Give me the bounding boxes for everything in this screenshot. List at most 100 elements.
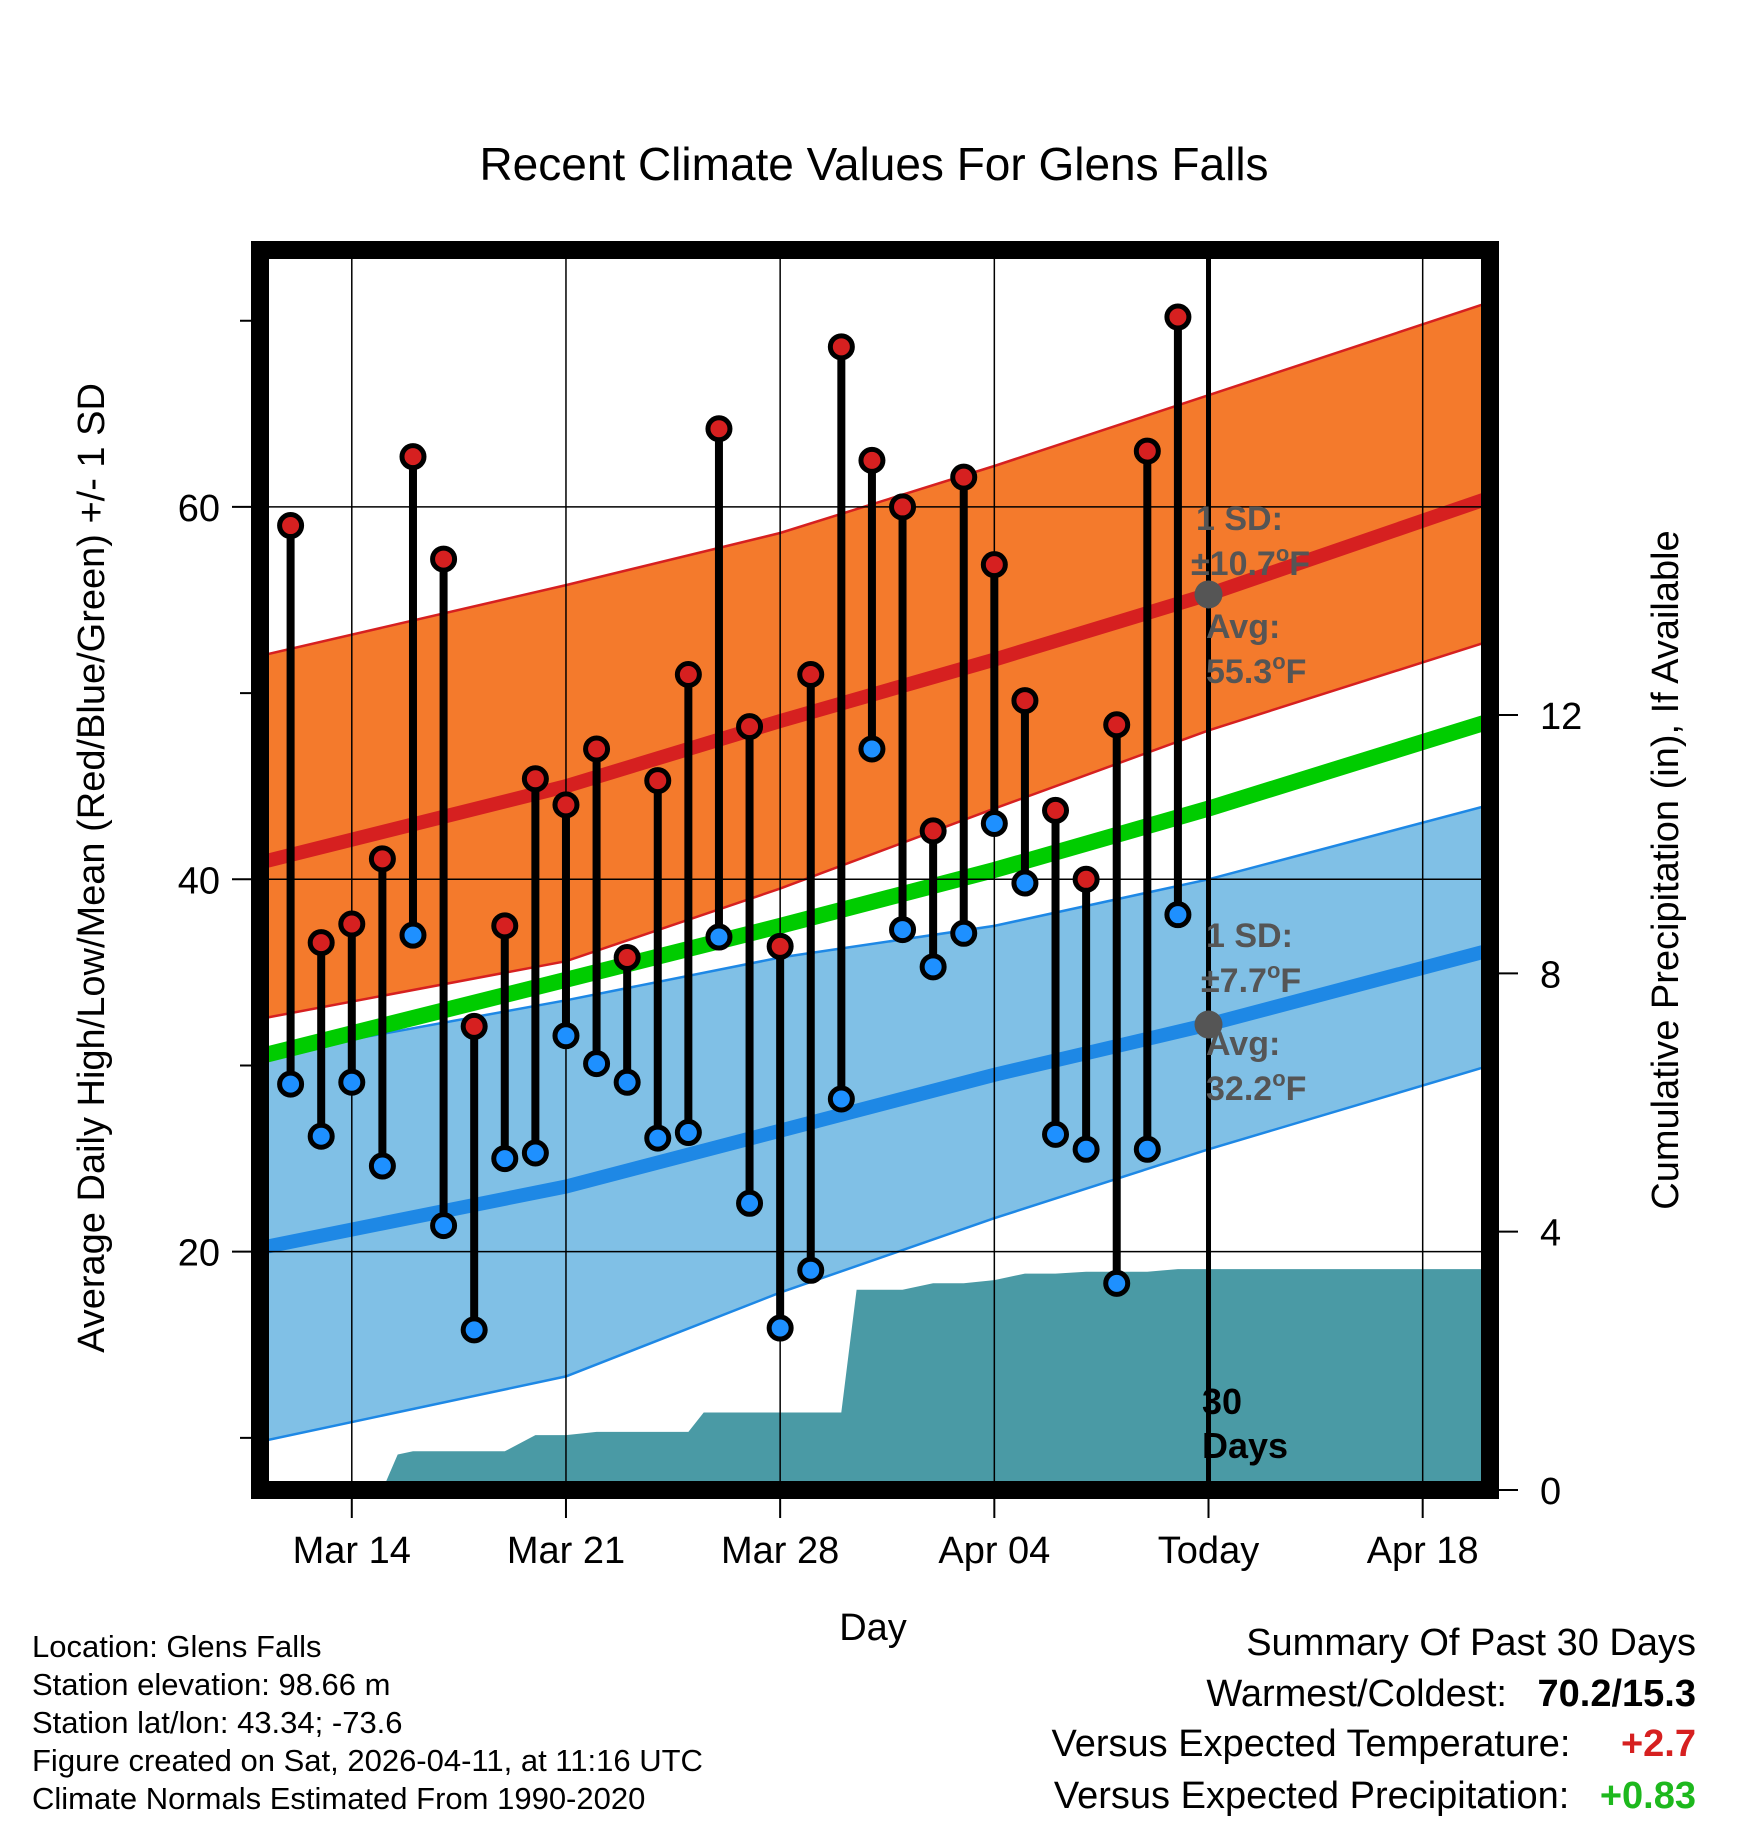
high-temp-point: [827, 333, 855, 361]
summary-heading: Summary Of Past 30 Days: [1246, 1622, 1696, 1664]
high-temp-point: [521, 765, 549, 793]
low-temp-point: [399, 921, 427, 949]
mean-normal-line: [260, 713, 1490, 1064]
y-right-tick-label: 8: [1540, 954, 1561, 996]
day-observation: [919, 817, 947, 981]
low-temp-point: [1011, 869, 1039, 897]
low-temp-point: [980, 809, 1008, 837]
day-observation: [950, 463, 978, 947]
low-temp-point: [797, 1256, 825, 1284]
low-band-upper-edge: [260, 803, 1490, 1058]
high-temp-point: [858, 446, 886, 474]
day-observation: [1072, 865, 1100, 1163]
day-observation: [277, 512, 305, 1098]
summary-warmest-coldest: Warmest/Coldest: 70.2/15.3: [1206, 1673, 1696, 1716]
plot-frame: [251, 241, 1499, 1499]
high-temp-point: [307, 929, 335, 957]
station-info: Location: Glens Falls Station elevation:…: [32, 1628, 703, 1818]
low-temp-point: [460, 1316, 488, 1344]
high-sd-label: 1 SD:: [1196, 500, 1283, 538]
day-observation: [399, 443, 427, 949]
day-observation: [1164, 303, 1192, 929]
high-temp-point: [277, 512, 305, 540]
x-tick-label: Mar 21: [507, 1530, 625, 1572]
high-temp-point: [552, 791, 580, 819]
high-band-lower-edge: [260, 639, 1490, 1021]
high-temp-point: [1164, 303, 1192, 331]
precip-area: [318, 1269, 1490, 1490]
low-normal-line: [260, 943, 1490, 1255]
temp-vs-expected-label: Versus Expected Temperature:: [1051, 1723, 1571, 1765]
low-temp-point: [1072, 1135, 1100, 1163]
low-temp-point: [766, 1314, 794, 1342]
day-observation: [430, 545, 458, 1240]
low-temp-point: [644, 1124, 672, 1152]
high-temp-point: [705, 415, 733, 443]
low-temp-point: [827, 1085, 855, 1113]
high-temp-point: [460, 1012, 488, 1040]
low-temp-point: [277, 1070, 305, 1098]
high-temp-point: [889, 493, 917, 521]
high-temp-point: [613, 944, 641, 972]
day-observation: [644, 767, 672, 1152]
high-avg-label: Avg:: [1206, 608, 1280, 646]
y-right-axis-title: Cumulative Precipitation (in), If Availa…: [1645, 530, 1687, 1209]
day-observation: [613, 944, 641, 1096]
warmest-coldest-label: Warmest/Coldest:: [1206, 1673, 1507, 1715]
x-tick-label: Apr 04: [938, 1530, 1050, 1572]
x-tick-label: Mar 14: [293, 1530, 411, 1572]
high-temp-point: [980, 551, 1008, 579]
day-observation: [1042, 796, 1070, 1148]
high-temp-point: [797, 661, 825, 689]
today-low-avg-marker: [1194, 1010, 1223, 1039]
high-temp-point: [1011, 687, 1039, 715]
day-observation: [858, 446, 886, 763]
summary-temperature: Versus Expected Temperature: +2.7: [1051, 1723, 1696, 1766]
low-temp-point: [583, 1050, 611, 1078]
low-temp-point: [338, 1068, 366, 1096]
y-left-axis-title: Average Daily High/Low/Mean (Red/Blue/Gr…: [71, 383, 113, 1353]
low-temp-point: [919, 953, 947, 981]
day-observation: [1103, 711, 1131, 1297]
day-observation: [460, 1012, 488, 1344]
high-temp-point: [1103, 711, 1131, 739]
summary-precipitation: Versus Expected Precipitation: +0.83: [1054, 1775, 1696, 1818]
y-right-tick-label: 4: [1540, 1213, 1561, 1255]
low-temp-point: [1103, 1269, 1131, 1297]
days-number: 30: [1202, 1381, 1242, 1422]
high-temp-point: [736, 713, 764, 741]
warmest-coldest-value: 70.2/15.3: [1537, 1673, 1696, 1715]
low-avg-label: Avg:: [1206, 1025, 1280, 1063]
low-sd-band: [260, 804, 1490, 1442]
normals-text: Climate Normals Estimated From 1990-2020: [32, 1781, 646, 1816]
high-avg-value: 55.3oF: [1206, 649, 1306, 691]
high-temp-point: [674, 661, 702, 689]
day-observation: [583, 735, 611, 1078]
precip-vs-expected-value: +0.83: [1599, 1775, 1696, 1817]
high-temp-point: [919, 817, 947, 845]
day-observation: [368, 845, 396, 1180]
day-observation: [736, 713, 764, 1217]
location-text: Location: Glens Falls: [32, 1629, 322, 1664]
precip-vs-expected-label: Versus Expected Precipitation:: [1053, 1775, 1570, 1817]
high-sd-value: ±10.7oF: [1191, 541, 1310, 583]
high-temp-point: [491, 912, 519, 940]
day-observation: [491, 912, 519, 1173]
y-left-tick-label: 40: [178, 860, 220, 902]
low-temp-point: [736, 1189, 764, 1217]
day-observation: [797, 661, 825, 1284]
y-left-tick-label: 20: [178, 1233, 220, 1275]
high-temp-point: [368, 845, 396, 873]
high-temp-point: [338, 910, 366, 938]
y-right-tick-label: 0: [1540, 1471, 1561, 1513]
today-high-avg-marker: [1194, 580, 1223, 609]
day-observation: [889, 493, 917, 944]
days-word: Days: [1202, 1425, 1288, 1466]
day-observation: [980, 551, 1008, 837]
chart-title: Recent Climate Values For Glens Falls: [479, 138, 1268, 190]
high-temp-point: [583, 735, 611, 763]
low-sd-value: ±7.7oF: [1201, 958, 1301, 1000]
high-temp-point: [1072, 865, 1100, 893]
day-observation: [552, 791, 580, 1050]
low-temp-point: [889, 916, 917, 944]
